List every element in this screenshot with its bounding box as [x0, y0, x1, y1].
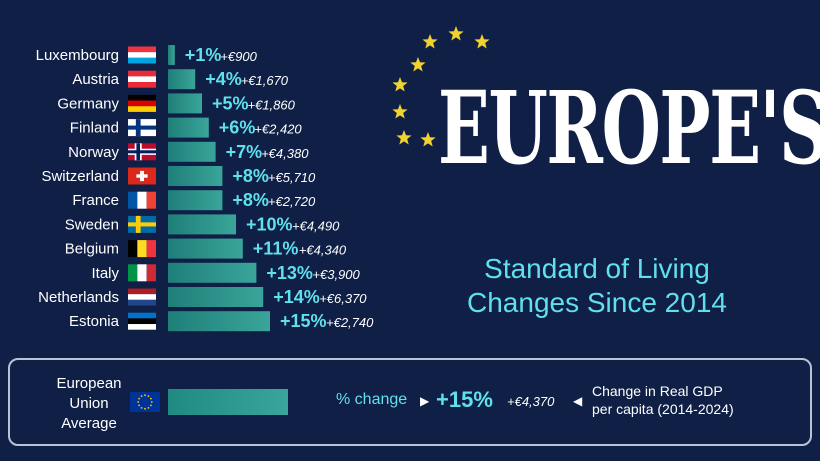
- gdp-change-label: +€4,340: [299, 243, 347, 258]
- eu-average-legend: European Union Average % change ▶ +15% +…: [8, 358, 812, 446]
- eu-flag-icon: [130, 392, 160, 412]
- pct-value-label: +8%: [232, 190, 269, 210]
- country-label: Belgium: [65, 241, 119, 258]
- eu-average-label: European Union Average: [44, 374, 134, 434]
- eu-label-line: Union: [69, 395, 109, 412]
- star-arc: [392, 26, 490, 147]
- star-icon: [474, 34, 490, 49]
- gdp-change-label: +€1,670: [241, 73, 289, 88]
- country-label: Luxembourg: [36, 47, 119, 64]
- bar: [168, 214, 236, 235]
- chart-subtitle: Standard of Living Changes Since 2014: [467, 253, 727, 318]
- eu-flag-drawing: [130, 392, 160, 412]
- gdp-change-label: +€6,370: [319, 291, 367, 306]
- flag-icon-sweden: [128, 215, 156, 233]
- gdp-caption-line: Change in Real GDP: [592, 383, 723, 399]
- eu-pct-label: +15%: [436, 387, 493, 412]
- country-label: Estonia: [69, 313, 120, 330]
- country-label: Sweden: [65, 216, 119, 233]
- flag-icon-germany: [128, 94, 156, 112]
- country-label: Norway: [68, 144, 119, 161]
- flag-icon-netherlands: [128, 288, 156, 306]
- chart-title: EUROPE'S: [438, 69, 820, 187]
- gdp-change-label: +€900: [220, 49, 257, 64]
- bar: [168, 93, 202, 114]
- eu-label-line: European: [56, 375, 122, 392]
- gdp-change-label: +€5,710: [268, 170, 316, 185]
- pct-value-label: +1%: [185, 45, 222, 65]
- star-icon: [392, 77, 408, 92]
- bar: [168, 262, 257, 283]
- star-icon: [422, 34, 438, 49]
- flag-icon-austria: [128, 70, 156, 88]
- pct-value-label: +7%: [226, 142, 263, 162]
- bar-chart: Luxembourg +1%+€900 Austria +4%+€1,670 Germa…: [36, 45, 374, 332]
- pct-value-label: +5%: [212, 93, 249, 113]
- bar: [168, 190, 223, 211]
- star-icon: [410, 57, 426, 72]
- bar: [168, 166, 223, 186]
- bar: [168, 311, 270, 332]
- pct-value-label: +6%: [219, 118, 256, 138]
- eu-label-line: Average: [61, 415, 117, 432]
- country-label: Austria: [72, 71, 119, 88]
- gdp-caption-line: per capita (2014-2024): [592, 401, 734, 417]
- flag-icon-italy: [128, 264, 156, 282]
- bar: [168, 69, 196, 90]
- star-icon: [420, 132, 436, 147]
- arrow-left-icon: ◀: [573, 394, 583, 408]
- gdp-change-label: +€3,900: [312, 267, 360, 282]
- bar: [168, 238, 243, 259]
- country-label: Finland: [70, 120, 119, 137]
- country-label: France: [72, 192, 119, 209]
- gdp-change-label: +€4,490: [292, 218, 340, 233]
- star-icon: [448, 26, 464, 41]
- pct-value-label: +8%: [232, 166, 269, 186]
- pct-value-label: +10%: [246, 214, 293, 234]
- gdp-change-label: +€4,380: [261, 146, 309, 161]
- pct-value-label: +15%: [280, 311, 327, 331]
- gdp-change-label: +€2,420: [254, 122, 302, 137]
- flag-icon-luxembourg: [128, 46, 156, 64]
- pct-value-label: +11%: [253, 239, 299, 259]
- pct-change-caption: % change: [336, 391, 408, 408]
- pct-value-label: +13%: [266, 263, 313, 283]
- bar: [168, 287, 264, 307]
- pct-value-label: +14%: [273, 287, 320, 307]
- gdp-change-label: +€1,860: [248, 97, 296, 112]
- bar: [168, 45, 175, 65]
- flag-icon-france: [128, 191, 156, 209]
- gdp-change-label: +€2,740: [326, 315, 374, 330]
- bar: [168, 117, 209, 138]
- bar: [168, 141, 216, 162]
- pct-value-label: +4%: [205, 69, 242, 89]
- flag-icon-norway: [128, 143, 156, 161]
- gdp-change-label: +€2,720: [268, 194, 316, 209]
- star-icon: [392, 104, 408, 119]
- flag-icon-estonia: [128, 312, 156, 330]
- eu-gdp-label: +€4,370: [507, 394, 555, 409]
- gdp-change-caption: Change in Real GDP per capita (2014-2024…: [592, 382, 734, 418]
- country-label: Italy: [91, 265, 119, 282]
- country-label: Germany: [57, 95, 119, 112]
- title-block: EUROPE'S Standard of Living Changes Sinc…: [388, 20, 820, 340]
- country-label: Switzerland: [41, 168, 119, 185]
- eu-average-bar: [168, 389, 288, 415]
- flag-icon-finland: [128, 119, 156, 137]
- flag-icon-belgium: [128, 240, 156, 258]
- flag-icon-switzerland: [128, 167, 156, 185]
- arrow-right-icon: ▶: [420, 394, 430, 408]
- country-label: Netherlands: [38, 289, 119, 306]
- star-icon: [396, 130, 412, 145]
